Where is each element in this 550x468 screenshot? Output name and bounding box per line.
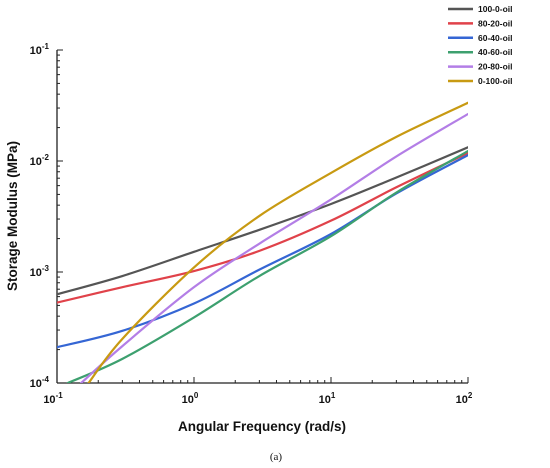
legend-item: 80-20-oil (448, 18, 513, 28)
x-tick-label: 102 (456, 391, 473, 406)
legend-label: 40-60-oil (478, 47, 513, 57)
figure-caption: (a) (270, 451, 283, 463)
ticks (56, 49, 469, 384)
y-tick-label: 10-3 (30, 264, 50, 279)
legend-label: 20-80-oil (478, 62, 513, 72)
series-line-20-80-oil (80, 112, 468, 383)
series-line-80-20-oil (57, 151, 468, 304)
x-tick-label: 10-1 (43, 391, 63, 406)
legend-label: 100-0-oil (478, 4, 513, 14)
series-line-60-40-oil (57, 154, 468, 349)
legend-item: 20-80-oil (448, 62, 513, 72)
y-tick-label: 10-1 (30, 42, 50, 57)
y-axis-title: Storage Modulus (MPa) (5, 141, 20, 291)
tick-labels: 10-1 100 101 102 10-4 10-3 10-2 10-1 (30, 42, 473, 406)
legend-item: 40-60-oil (448, 47, 513, 57)
legend-item: 0-100-oil (448, 76, 513, 86)
legend-label: 60-40-oil (478, 33, 513, 43)
legend-item: 100-0-oil (448, 4, 513, 14)
y-tick-label: 10-4 (30, 375, 50, 390)
series-lines (57, 101, 468, 383)
legend-item: 60-40-oil (448, 33, 513, 43)
legend: 100-0-oil 80-20-oil 60-40-oil 40-60-oil 20-8… (448, 4, 513, 86)
series-line-0-100-oil (87, 101, 468, 383)
series-line-40-60-oil (66, 149, 468, 383)
legend-label: 80-20-oil (478, 18, 513, 28)
legend-label: 0-100-oil (478, 76, 513, 86)
x-tick-label: 101 (319, 391, 336, 406)
x-tick-label: 100 (182, 391, 199, 406)
axes (56, 50, 468, 384)
series-line-100-0-oil (57, 146, 468, 296)
y-tick-label: 10-2 (30, 153, 50, 168)
x-axis-title: Angular Frequency (rad/s) (178, 419, 346, 434)
